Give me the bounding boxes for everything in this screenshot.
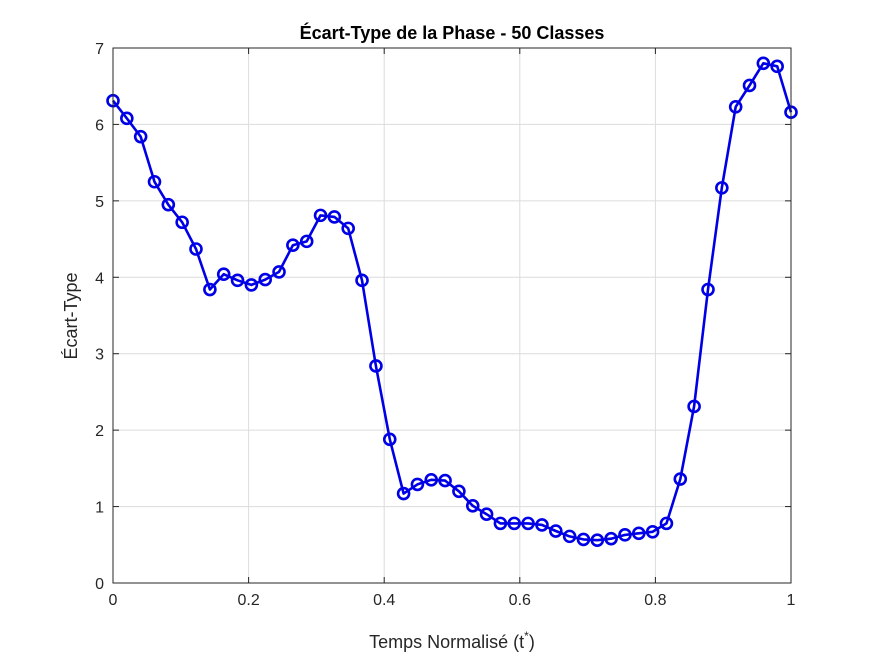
data-point bbox=[286, 238, 300, 252]
data-point bbox=[161, 197, 176, 212]
y-tick-label: 0 bbox=[95, 576, 104, 593]
x-tick-label: 0.6 bbox=[509, 592, 531, 609]
data-point bbox=[701, 282, 715, 297]
data-point bbox=[230, 273, 245, 288]
series-line bbox=[111, 61, 793, 542]
x-tick-label: 0.4 bbox=[373, 592, 395, 609]
y-tick-label: 1 bbox=[95, 500, 104, 517]
data-point bbox=[327, 210, 342, 224]
data-point bbox=[687, 399, 701, 414]
data-point bbox=[341, 221, 355, 236]
data-point bbox=[396, 486, 411, 501]
data-point bbox=[465, 499, 480, 513]
data-point bbox=[120, 111, 134, 126]
data-point bbox=[299, 234, 314, 249]
data-point bbox=[673, 472, 688, 486]
data-point bbox=[189, 242, 203, 256]
y-tick-label: 6 bbox=[95, 117, 104, 134]
data-point bbox=[355, 273, 369, 288]
data-point bbox=[175, 215, 189, 230]
data-point bbox=[728, 100, 743, 114]
chart-title: Écart-Type de la Phase - 50 Classes bbox=[300, 22, 605, 43]
data-point bbox=[659, 516, 674, 531]
y-tick-label: 5 bbox=[95, 194, 104, 211]
data-point bbox=[410, 477, 425, 492]
data-point bbox=[756, 56, 771, 71]
data-point bbox=[216, 267, 231, 282]
y-axis-label: Écart-Type bbox=[61, 272, 81, 359]
data-point bbox=[576, 532, 591, 547]
data-point bbox=[715, 181, 729, 195]
data-point bbox=[369, 359, 383, 373]
data-point bbox=[562, 529, 577, 544]
y-tick-label: 3 bbox=[95, 347, 104, 364]
data-point bbox=[313, 208, 328, 223]
data-point bbox=[549, 524, 563, 538]
data-point bbox=[770, 59, 784, 74]
x-axis-label-main: Temps Normalisé (t bbox=[369, 632, 524, 652]
data-point bbox=[133, 129, 148, 144]
ticks: 0 0.2 0.4 0.6 0.8 1 0 1 2 3 4 5 6 7 bbox=[95, 41, 795, 609]
data-point bbox=[424, 473, 439, 487]
series-layer bbox=[106, 56, 798, 548]
data-point bbox=[244, 278, 259, 292]
data-point bbox=[438, 473, 452, 488]
data-point bbox=[618, 528, 632, 542]
data-point bbox=[479, 507, 494, 522]
data-point bbox=[535, 518, 549, 532]
data-point bbox=[742, 78, 757, 93]
axes-box bbox=[112, 47, 792, 584]
data-point bbox=[604, 531, 618, 546]
data-point bbox=[203, 282, 217, 297]
data-point bbox=[590, 533, 605, 548]
data-point bbox=[258, 272, 273, 287]
x-tick-label: 0.2 bbox=[237, 592, 259, 609]
plot-area bbox=[113, 48, 791, 583]
data-point bbox=[493, 516, 508, 531]
x-axis-label: Temps Normalisé (t*) bbox=[369, 629, 535, 652]
data-point bbox=[382, 432, 397, 447]
x-tick-label: 0 bbox=[109, 592, 118, 609]
data-point bbox=[452, 484, 466, 499]
data-point bbox=[147, 174, 162, 189]
y-tick-label: 2 bbox=[95, 423, 104, 440]
x-axis-label-suffix: ) bbox=[529, 632, 535, 652]
x-tick-label: 0.8 bbox=[644, 592, 666, 609]
x-axis-label-superscript: * bbox=[524, 629, 529, 643]
y-tick-label: 7 bbox=[95, 41, 104, 58]
data-point bbox=[521, 516, 535, 531]
data-point bbox=[507, 516, 522, 531]
data-point bbox=[631, 526, 646, 541]
data-point bbox=[272, 265, 286, 279]
data-point bbox=[645, 524, 660, 539]
x-tick-label: 1 bbox=[787, 592, 796, 609]
y-tick-label: 4 bbox=[95, 270, 104, 287]
